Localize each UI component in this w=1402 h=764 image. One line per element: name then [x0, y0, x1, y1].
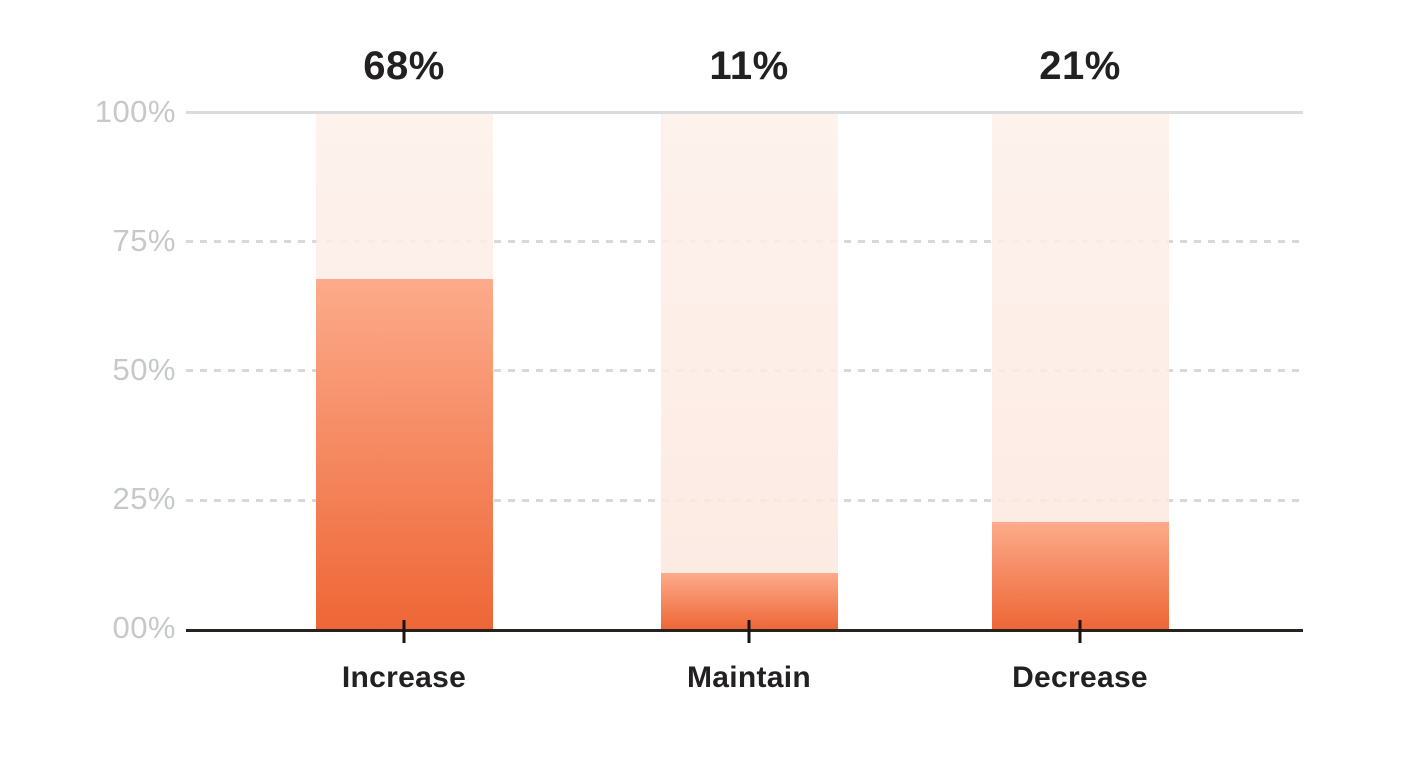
y-axis-label-100: 100%: [94, 94, 176, 129]
bar-fill-decrease: [992, 521, 1169, 630]
bar-value-label-maintain: 11%: [709, 44, 789, 88]
x-axis-tick-decrease: [1078, 620, 1082, 643]
x-axis-label-increase: Increase: [341, 661, 467, 694]
bar-value-label-increase: 68%: [363, 44, 445, 88]
x-axis-baseline: [186, 629, 1303, 632]
gridline-100: [186, 111, 1303, 114]
bar-decrease: [992, 114, 1169, 630]
bar-value-label-decrease: 21%: [1039, 44, 1121, 88]
x-axis-tick-maintain: [747, 620, 751, 643]
y-axis-label-75: 75%: [112, 223, 176, 258]
plot-area: [186, 111, 1303, 643]
x-axis-tick-increase: [402, 620, 406, 643]
bar-increase: [316, 114, 493, 630]
y-axis-label-0: 00%: [112, 610, 176, 645]
y-axis-label-25: 25%: [112, 481, 176, 516]
bar-maintain: [661, 114, 838, 630]
bar-fill-increase: [316, 279, 493, 630]
bar-background-maintain: [661, 114, 838, 630]
x-axis-label-maintain: Maintain: [686, 661, 812, 694]
y-axis-label-50: 50%: [112, 352, 176, 387]
x-axis-label-decrease: Decrease: [1012, 661, 1148, 694]
